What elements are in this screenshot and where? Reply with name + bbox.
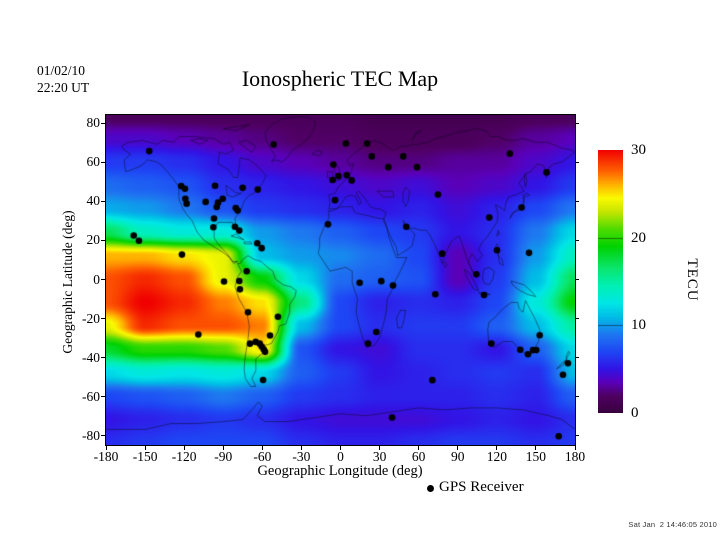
colorbar-canvas: [598, 150, 623, 413]
colorbar-tick-label: 10: [631, 317, 646, 334]
y-axis-tick: [101, 161, 105, 163]
observation-datetime: 01/02/10 22:20 UT: [37, 62, 89, 96]
y-axis-tick: [101, 396, 105, 398]
x-tick-label: -60: [253, 449, 272, 464]
y-axis-tick-right: [576, 161, 579, 163]
x-tick-label: 30: [372, 449, 387, 464]
x-tick-label: -30: [292, 449, 311, 464]
x-tick-label: -120: [171, 449, 197, 464]
x-tick-label: 180: [564, 449, 586, 464]
y-axis-tick-right: [576, 239, 579, 241]
y-axis-tick: [101, 435, 105, 437]
colorbar-tick-label: 20: [631, 229, 646, 246]
tec-heatmap-canvas: [106, 115, 575, 445]
y-tick-label: -60: [82, 388, 100, 404]
x-axis-tick: [183, 446, 185, 450]
x-tick-label: 60: [411, 449, 426, 464]
x-tick-label: -90: [214, 449, 233, 464]
plot-timestamp: Sat Jan 2 14:46:05 2010: [628, 520, 717, 529]
x-axis-tick: [535, 446, 537, 450]
x-tick-label: 0: [337, 449, 344, 464]
y-tick-label: -40: [82, 349, 100, 365]
x-axis-tick: [222, 446, 224, 450]
page-title: Ionospheric TEC Map: [241, 66, 439, 91]
y-axis-tick: [101, 122, 105, 124]
y-tick-label: 60: [86, 154, 101, 170]
y-axis-tick-right: [576, 435, 579, 437]
y-axis-tick: [101, 279, 105, 281]
y-tick-label: 40: [86, 193, 101, 209]
x-tick-label: 120: [486, 449, 507, 464]
colorbar-unit-label: TECU: [684, 258, 700, 302]
y-axis-tick-right: [576, 279, 579, 281]
x-tick-label: 90: [451, 449, 465, 464]
y-axis-tick-right: [576, 357, 579, 359]
y-axis-tick-right: [576, 396, 579, 398]
y-axis-tick-right: [576, 122, 579, 124]
x-axis-tick: [144, 446, 146, 450]
y-tick-label: -20: [82, 310, 100, 326]
x-tick-label: -180: [93, 449, 119, 464]
x-axis-tick: [457, 446, 459, 450]
x-axis-tick: [105, 446, 107, 450]
y-tick-label: -80: [82, 427, 100, 443]
x-tick-label: 150: [525, 449, 547, 464]
gps-receiver-legend-label: GPS Receiver: [439, 479, 524, 495]
y-axis-tick-right: [576, 318, 579, 320]
x-axis-tick: [300, 446, 302, 450]
x-axis-tick: [340, 446, 341, 450]
x-axis-tick: [496, 446, 498, 450]
y-tick-label: 0: [93, 271, 100, 287]
x-axis-label: Geographic Longitude (deg): [257, 463, 423, 479]
observation-date: 01/02/10: [37, 63, 86, 78]
x-tick-label: -150: [132, 449, 158, 464]
x-axis-tick: [574, 446, 576, 450]
y-axis-tick: [101, 200, 105, 202]
y-tick-label: 20: [86, 232, 101, 248]
colorbar-tick-label: 30: [631, 142, 646, 158]
x-axis-tick: [379, 446, 381, 450]
map-plot: [105, 114, 576, 446]
y-axis-tick-right: [576, 200, 579, 202]
x-axis-tick: [418, 446, 420, 450]
observation-time: 22:20 UT: [37, 80, 90, 95]
y-axis-tick: [101, 239, 105, 241]
gps-receiver-legend-dot: [427, 485, 434, 492]
colorbar-tick-label: 0: [631, 405, 639, 421]
y-axis-tick: [101, 318, 105, 320]
x-axis-tick: [261, 446, 263, 450]
y-tick-label: 80: [86, 115, 101, 131]
y-axis-tick: [101, 357, 105, 359]
